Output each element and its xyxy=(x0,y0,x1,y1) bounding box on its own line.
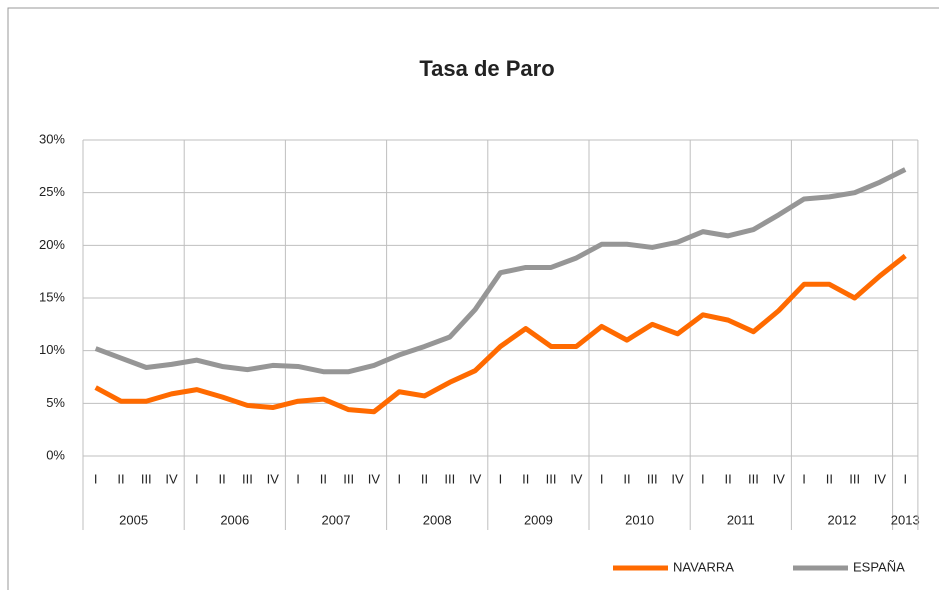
x-tick-label: II xyxy=(725,471,732,486)
year-label: 2008 xyxy=(423,512,452,527)
x-tick-label: IV xyxy=(773,471,786,486)
y-tick-label: 5% xyxy=(46,395,65,410)
x-tick-label: IV xyxy=(469,471,482,486)
x-tick-label: II xyxy=(219,471,226,486)
year-label: 2009 xyxy=(524,512,553,527)
x-tick-label: II xyxy=(826,471,833,486)
x-tick-label: II xyxy=(320,471,327,486)
chart-frame xyxy=(7,7,939,590)
x-tick-label: I xyxy=(600,471,604,486)
x-tick-label: I xyxy=(499,471,503,486)
x-tick-label: III xyxy=(849,471,860,486)
y-tick-label: 25% xyxy=(39,184,65,199)
year-label: 2007 xyxy=(322,512,351,527)
y-tick-label: 30% xyxy=(39,131,65,146)
x-tick-label: IV xyxy=(570,471,583,486)
x-tick-label: III xyxy=(647,471,658,486)
x-tick-label: III xyxy=(748,471,759,486)
year-label: 2010 xyxy=(625,512,654,527)
year-label: 2013 xyxy=(891,512,920,527)
y-tick-label: 10% xyxy=(39,342,65,357)
x-tick-label: IV xyxy=(368,471,381,486)
y-tick-label: 15% xyxy=(39,289,65,304)
y-tick-label: 0% xyxy=(46,447,65,462)
series-line xyxy=(94,253,907,415)
y-tick-label: 20% xyxy=(39,237,65,252)
x-tick-label: II xyxy=(623,471,630,486)
x-tick-label: II xyxy=(522,471,529,486)
x-tick-label: III xyxy=(444,471,455,486)
x-tick-label: I xyxy=(94,471,98,486)
x-tick-label: IV xyxy=(874,471,887,486)
year-label: 2012 xyxy=(828,512,857,527)
year-label: 2005 xyxy=(119,512,148,527)
x-tick-label: III xyxy=(242,471,253,486)
x-tick-label: III xyxy=(343,471,354,486)
x-tick-label: III xyxy=(546,471,557,486)
x-tick-label: III xyxy=(141,471,152,486)
x-tick-label: I xyxy=(195,471,199,486)
x-tick-label: II xyxy=(117,471,124,486)
x-tick-label: I xyxy=(903,471,907,486)
x-tick-label: I xyxy=(802,471,806,486)
legend-label: ESPAÑA xyxy=(853,559,905,574)
x-tick-label: IV xyxy=(267,471,280,486)
series-line xyxy=(94,167,907,375)
x-tick-label: IV xyxy=(165,471,178,486)
x-tick-label: II xyxy=(421,471,428,486)
x-tick-label: I xyxy=(397,471,401,486)
chart-title: Tasa de Paro xyxy=(419,56,554,81)
legend-label: NAVARRA xyxy=(673,559,734,574)
x-tick-label: I xyxy=(296,471,300,486)
x-tick-label: I xyxy=(701,471,705,486)
year-label: 2011 xyxy=(727,512,755,527)
x-tick-label: IV xyxy=(671,471,684,486)
year-label: 2006 xyxy=(220,512,249,527)
